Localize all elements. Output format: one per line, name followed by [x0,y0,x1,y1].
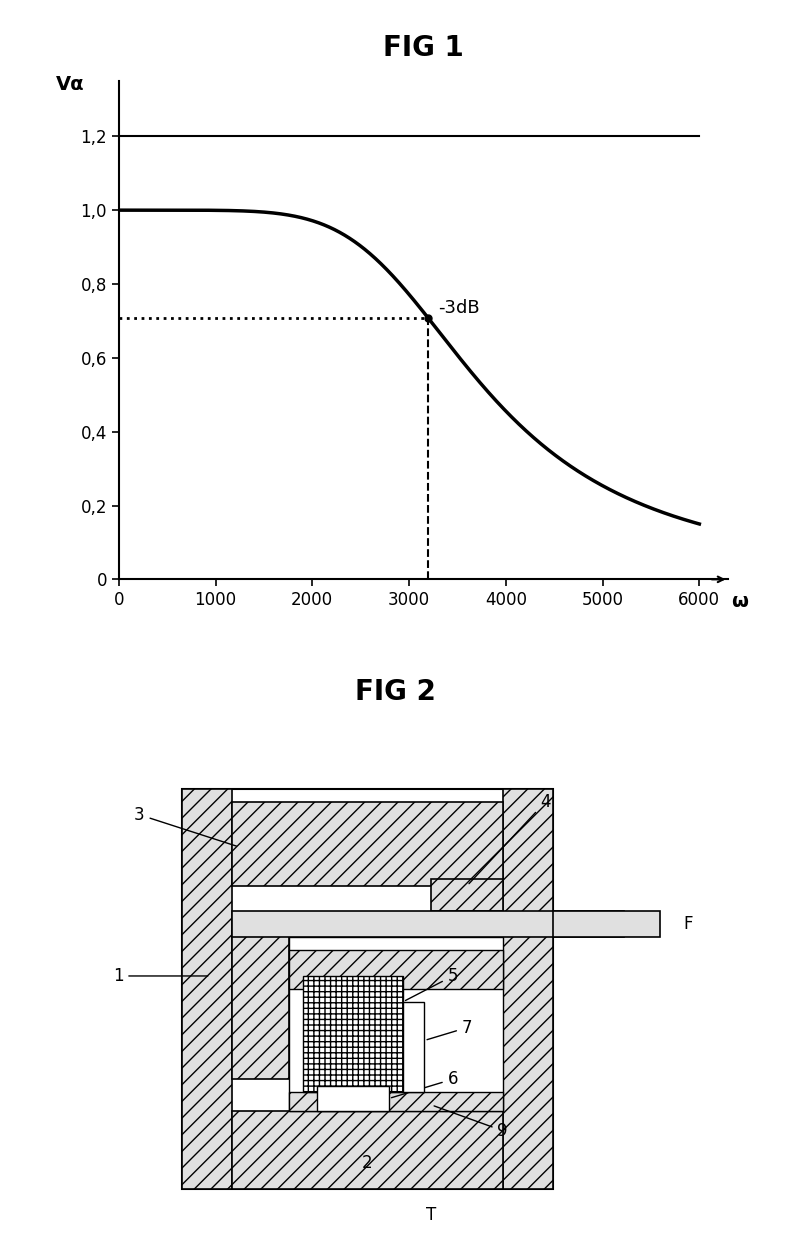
Bar [289,1091,502,1111]
Bar [232,1111,502,1189]
Bar [403,1002,424,1091]
Text: Vα: Vα [56,75,85,95]
Bar [303,976,403,1091]
Bar [182,789,232,1189]
Text: 2: 2 [361,1154,373,1172]
Bar [289,951,502,989]
Bar [232,912,623,937]
Text: T: T [426,1206,436,1224]
Bar [552,912,659,937]
Text: F: F [683,916,692,933]
Bar [232,931,289,1079]
Bar [431,880,502,912]
Text: FIG 2: FIG 2 [355,678,436,706]
Title: FIG 1: FIG 1 [383,34,464,62]
Text: 3: 3 [134,806,237,846]
Text: -3dB: -3dB [437,299,479,316]
Text: 4: 4 [468,792,551,883]
Text: 9: 9 [433,1106,508,1140]
Bar [502,789,552,1189]
Bar [317,1085,388,1111]
Bar [289,937,502,1111]
Text: ω: ω [731,592,747,611]
Bar [232,802,502,886]
Bar [182,789,552,1189]
Text: 7: 7 [426,1018,472,1039]
Text: 1: 1 [112,967,207,986]
Text: 6: 6 [391,1070,458,1098]
Text: 5: 5 [405,967,458,1001]
